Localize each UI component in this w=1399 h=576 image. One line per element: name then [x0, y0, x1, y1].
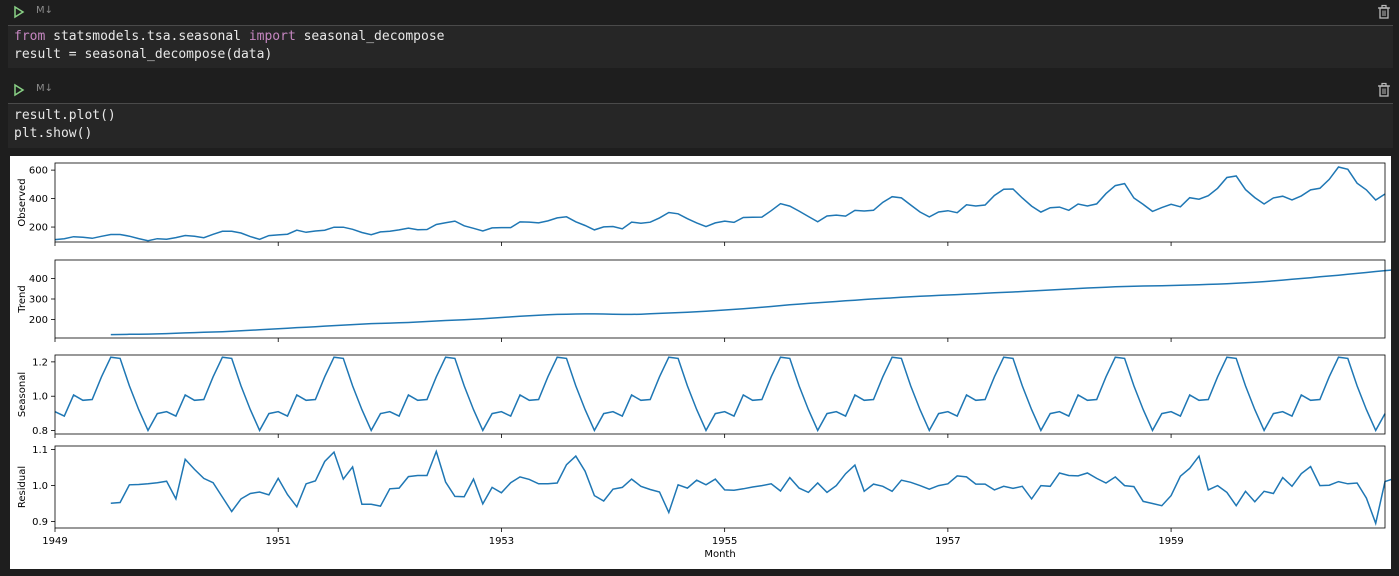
y-tick-label: 200	[29, 315, 48, 326]
code-editor[interactable]: from statsmodels.tsa.seasonal import sea…	[8, 26, 1393, 68]
y-tick-label: 1.0	[32, 481, 48, 492]
trash-icon[interactable]	[1377, 82, 1391, 98]
code-editor[interactable]: result.plot() plt.show()	[8, 104, 1393, 148]
y-axis-label: Trend	[17, 285, 28, 313]
y-tick-label: 600	[29, 166, 48, 177]
x-tick-label: 1949	[42, 536, 67, 547]
axes-frame	[54, 445, 1386, 529]
code-cell-2: M↓ result.plot() plt.show()	[0, 78, 1399, 150]
x-axis-label: Month	[704, 549, 735, 560]
y-axis-label: Residual	[17, 466, 28, 508]
y-tick-label: 200	[29, 223, 48, 234]
code-line-2: plt.show()	[14, 126, 93, 141]
markdown-toggle[interactable]: M↓	[36, 5, 54, 16]
decomposition-figure: 200400600Observed200300400Trend0.81.01.2…	[17, 162, 1399, 560]
y-axis-label: Observed	[17, 178, 28, 226]
markdown-toggle[interactable]: M↓	[36, 83, 54, 94]
series-line-seasonal	[54, 356, 1386, 433]
code-line-2: result = seasonal_decompose(data)	[14, 47, 273, 62]
code-line-1: result.plot()	[14, 108, 116, 123]
run-cell-icon[interactable]	[12, 83, 26, 97]
x-tick-label: 1951	[265, 536, 290, 547]
x-tick-label: 1957	[935, 536, 960, 547]
y-tick-label: 300	[29, 295, 48, 306]
code-cell-1: M↓ from statsmodels.tsa.seasonal import …	[0, 0, 1399, 70]
series-line-trend	[110, 268, 1399, 336]
x-tick-label: 1953	[489, 536, 514, 547]
x-tick-label: 1955	[712, 536, 737, 547]
axes-frame	[54, 162, 1386, 243]
cell-separator	[8, 103, 1393, 104]
y-tick-label: 1.2	[32, 357, 48, 368]
cell-toolbar: M↓	[0, 0, 1399, 24]
trash-icon[interactable]	[1377, 4, 1391, 20]
y-axis-label: Seasonal	[17, 372, 28, 417]
y-tick-label: 0.8	[32, 426, 48, 437]
y-tick-label: 0.9	[32, 517, 48, 528]
axes-frame	[54, 354, 1386, 435]
cell-separator	[8, 25, 1393, 26]
cell-output: 200 400 600 Observed 200 300 400 Trend 0.8 1.0 1.2…	[10, 156, 1399, 569]
x-tick-label: 1959	[1158, 536, 1183, 547]
y-tick-label: 1.0	[32, 392, 48, 403]
cell-toolbar: M↓	[0, 78, 1399, 102]
y-tick-label: 400	[29, 274, 48, 285]
y-tick-label: 1.1	[32, 445, 48, 456]
code-line-1: from statsmodels.tsa.seasonal import sea…	[14, 29, 445, 44]
axes-frame	[54, 259, 1386, 339]
series-line-residual	[110, 449, 1399, 526]
series-line-observed	[54, 166, 1386, 242]
run-cell-icon[interactable]	[12, 5, 26, 19]
y-tick-label: 400	[29, 194, 48, 205]
